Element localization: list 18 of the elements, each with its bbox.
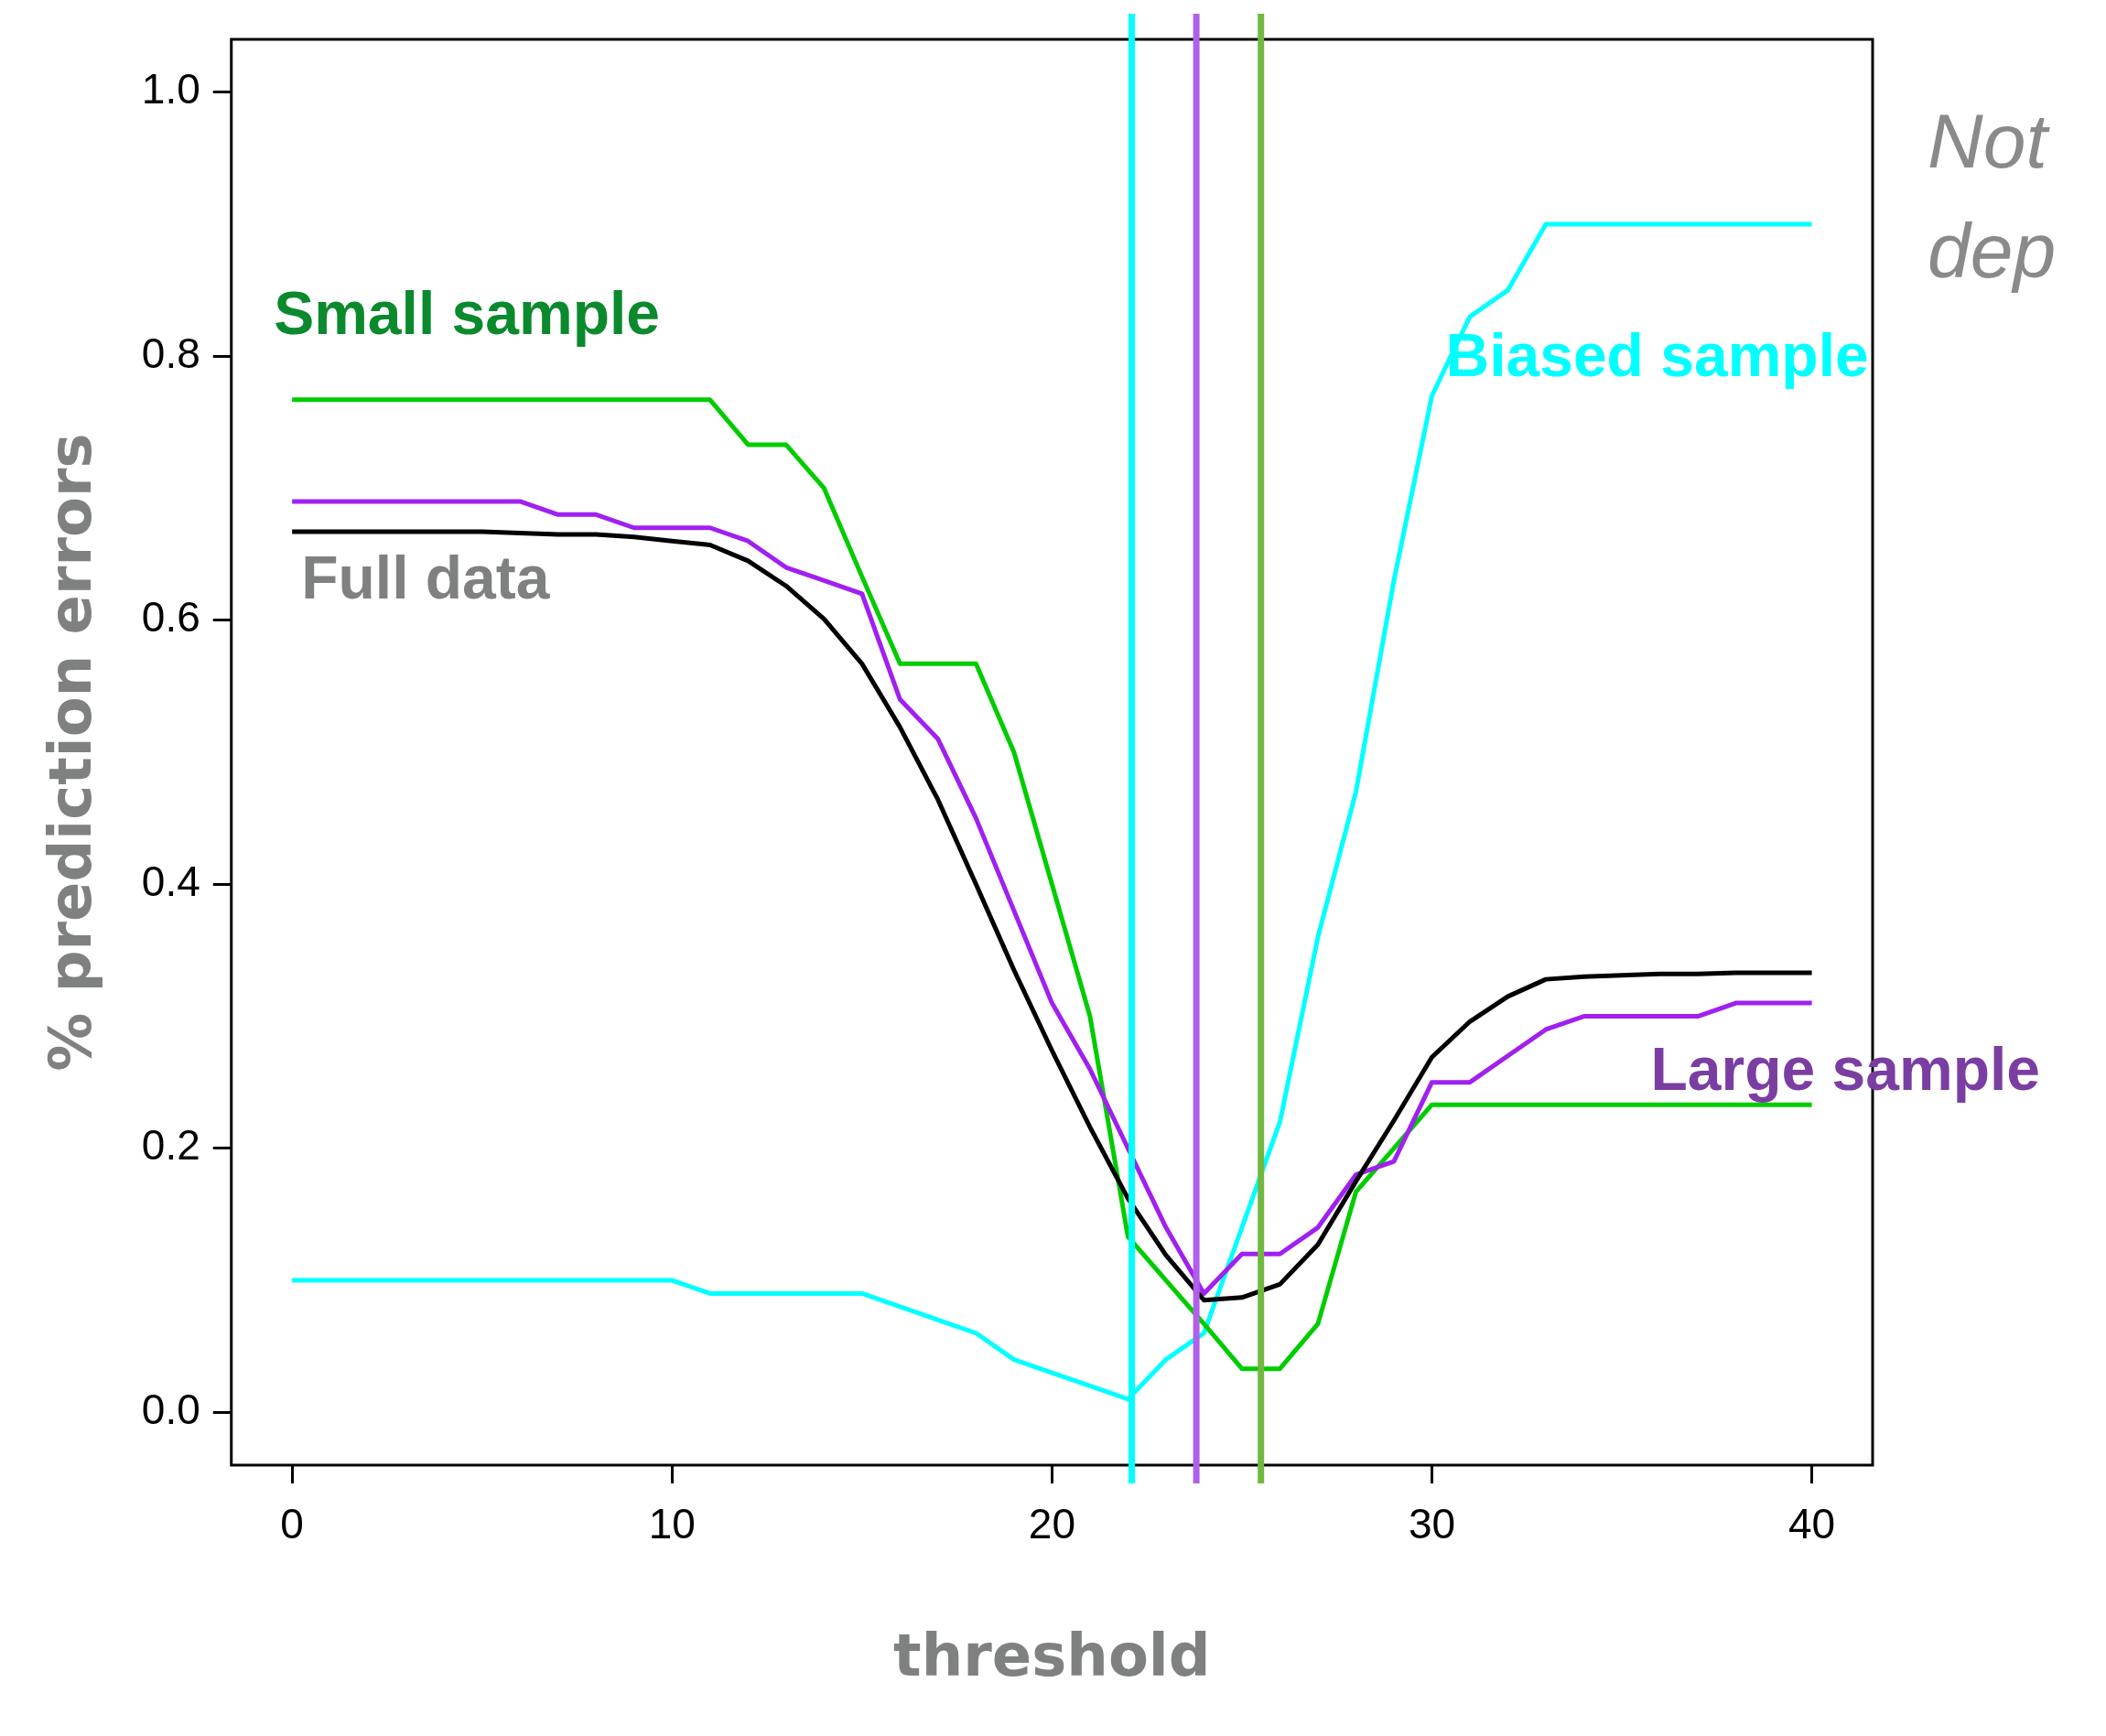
series-label: Biased sample bbox=[1445, 320, 1869, 389]
x-tick-label: 40 bbox=[1788, 1500, 1836, 1548]
y-tick-label: 0.6 bbox=[141, 593, 200, 642]
x-tick-label: 0 bbox=[280, 1500, 304, 1548]
x-axis-title: threshold bbox=[893, 1622, 1211, 1690]
y-tick-label: 1.0 bbox=[141, 65, 200, 113]
x-tick-label: 10 bbox=[648, 1500, 696, 1548]
series-label: Full data bbox=[301, 544, 551, 612]
y-tick-label: 0.2 bbox=[141, 1121, 200, 1170]
y-tick-label: 0.8 bbox=[141, 329, 200, 377]
y-tick-label: 0.4 bbox=[141, 857, 200, 905]
x-tick-label: 20 bbox=[1028, 1500, 1075, 1548]
x-tick-label: 30 bbox=[1408, 1500, 1456, 1548]
y-axis-title: % prediction errors bbox=[37, 433, 105, 1072]
y-tick-label: 0.0 bbox=[141, 1385, 200, 1433]
series-label: Small sample bbox=[274, 279, 661, 348]
text: Not bbox=[1928, 98, 2051, 185]
text: dep bbox=[1928, 208, 2057, 295]
